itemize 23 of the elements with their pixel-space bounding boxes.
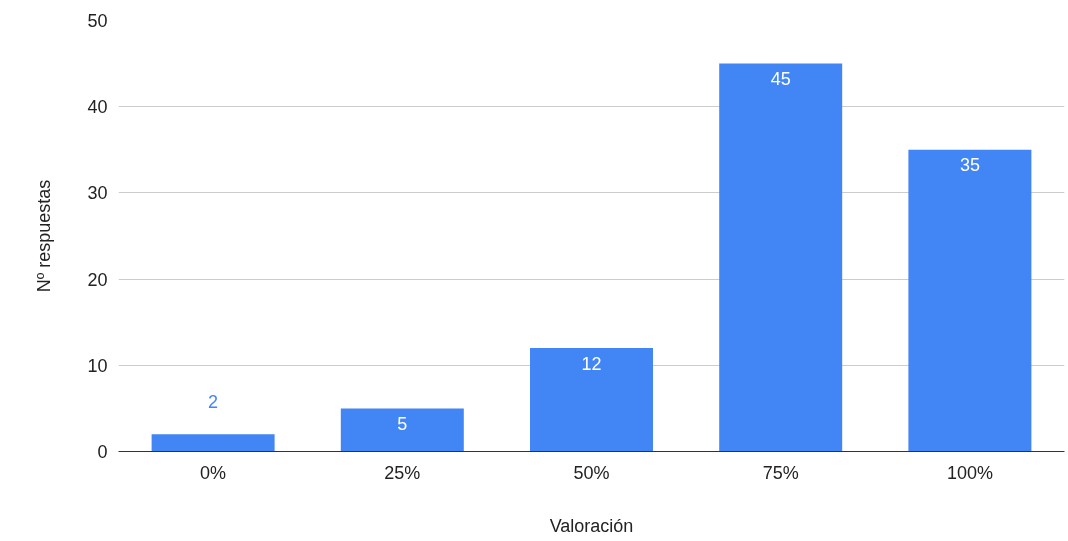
- y-axis-title: Nº respuestas: [34, 179, 55, 293]
- data-label: 5: [397, 414, 408, 435]
- bar: [908, 149, 1032, 452]
- x-tick-label: 25%: [384, 462, 421, 483]
- data-label: 45: [770, 69, 791, 90]
- data-label: 35: [959, 155, 980, 176]
- x-tick-label: 75%: [762, 462, 799, 483]
- bar: [719, 63, 843, 452]
- y-tick-label: 20: [87, 269, 108, 290]
- y-tick-label: 50: [87, 11, 108, 31]
- bar: [151, 434, 275, 452]
- y-tick-label: 40: [87, 97, 108, 118]
- x-tick-label: 50%: [573, 462, 610, 483]
- y-tick-label: 0: [97, 442, 108, 462]
- data-label: 12: [581, 353, 602, 374]
- y-tick-label: 30: [87, 183, 108, 204]
- y-tick-label: 10: [87, 355, 108, 376]
- data-label: 2: [208, 392, 219, 413]
- x-tick-label: 100%: [946, 462, 993, 483]
- bar: [340, 408, 464, 452]
- bar: [530, 348, 653, 452]
- x-axis-title: Valoración: [549, 515, 634, 536]
- x-tick-label: 0%: [200, 462, 227, 483]
